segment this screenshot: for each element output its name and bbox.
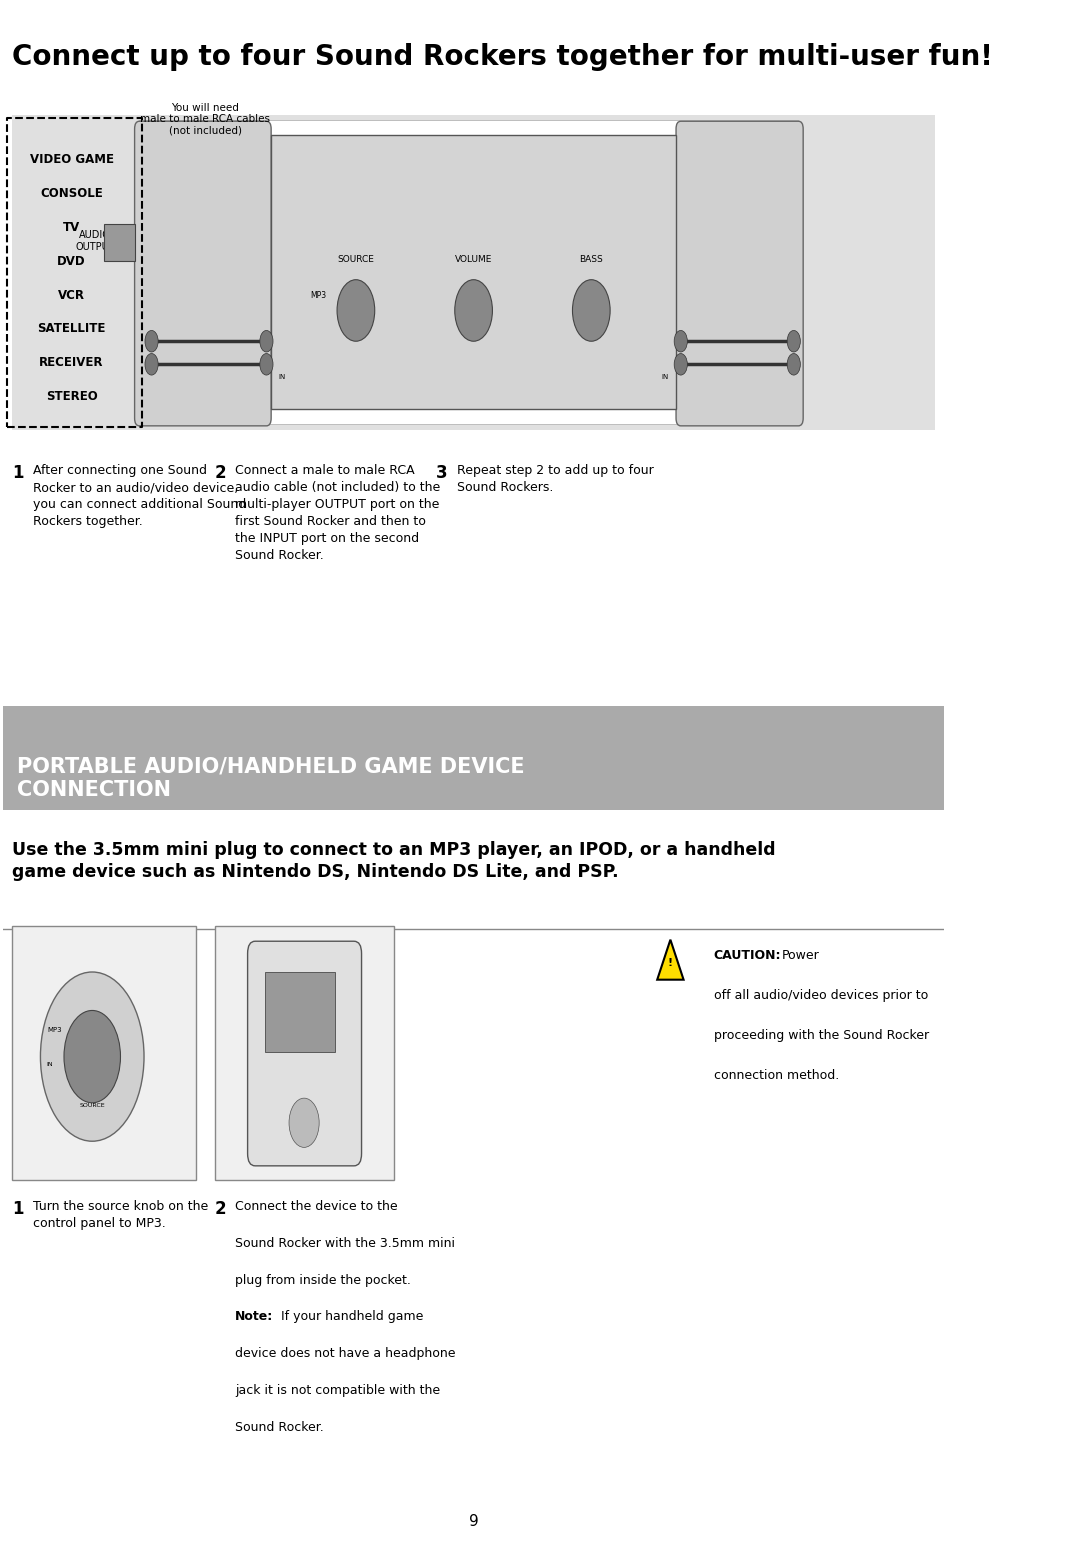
Text: IN: IN <box>47 1062 53 1067</box>
Text: 2: 2 <box>215 1200 226 1218</box>
Circle shape <box>788 330 801 352</box>
Circle shape <box>674 330 687 352</box>
Bar <box>272 134 676 409</box>
Circle shape <box>260 330 273 352</box>
Text: BASS: BASS <box>579 255 603 264</box>
Polygon shape <box>657 940 684 980</box>
Text: off all audio/video devices prior to: off all audio/video devices prior to <box>714 988 928 1002</box>
Text: Turn the source knob on the
control panel to MP3.: Turn the source knob on the control pane… <box>33 1200 208 1229</box>
Text: Repeat step 2 to add up to four
Sound Rockers.: Repeat step 2 to add up to four Sound Ro… <box>457 465 654 494</box>
Text: Use the 3.5mm mini plug to connect to an MP3 player, an IPOD, or a handheld
game: Use the 3.5mm mini plug to connect to an… <box>12 841 776 882</box>
Text: 1: 1 <box>12 465 24 482</box>
Text: Sound Rocker with the 3.5mm mini: Sound Rocker with the 3.5mm mini <box>236 1237 455 1249</box>
Circle shape <box>674 354 687 375</box>
Circle shape <box>145 354 158 375</box>
Text: CAUTION:: CAUTION: <box>714 950 781 962</box>
FancyBboxPatch shape <box>248 942 361 1166</box>
Text: Power: Power <box>781 950 819 962</box>
Text: proceeding with the Sound Rocker: proceeding with the Sound Rocker <box>714 1028 928 1042</box>
Text: 2: 2 <box>215 465 226 482</box>
Text: !: ! <box>668 957 673 968</box>
Text: Sound Rocker.: Sound Rocker. <box>236 1420 324 1434</box>
Text: IN: IN <box>661 374 669 380</box>
Bar <box>3 706 945 811</box>
Text: PORTABLE AUDIO/HANDHELD GAME DEVICE
CONNECTION: PORTABLE AUDIO/HANDHELD GAME DEVICE CONN… <box>16 757 525 800</box>
Text: jack it is not compatible with the: jack it is not compatible with the <box>236 1385 441 1397</box>
Bar <box>12 926 195 1180</box>
Bar <box>12 116 935 431</box>
Text: Note:: Note: <box>236 1311 274 1323</box>
Text: Connect the device to the: Connect the device to the <box>236 1200 398 1212</box>
Text: TV: TV <box>63 221 80 233</box>
Bar <box>215 926 394 1180</box>
Circle shape <box>337 279 374 341</box>
Text: connection method.: connection method. <box>714 1068 839 1082</box>
Bar <box>264 973 335 1051</box>
Text: RECEIVER: RECEIVER <box>39 357 104 369</box>
Circle shape <box>788 354 801 375</box>
Text: CONSOLE: CONSOLE <box>40 187 103 201</box>
Text: device does not have a headphone: device does not have a headphone <box>236 1348 456 1360</box>
Text: After connecting one Sound
Rocker to an audio/video device,
you can connect addi: After connecting one Sound Rocker to an … <box>33 465 247 528</box>
Text: 3: 3 <box>436 465 447 482</box>
Text: STEREO: STEREO <box>46 391 97 403</box>
Circle shape <box>40 973 144 1141</box>
Bar <box>105 224 134 261</box>
Circle shape <box>573 279 610 341</box>
Text: VIDEO GAME: VIDEO GAME <box>29 153 113 167</box>
Circle shape <box>64 1010 120 1102</box>
Text: Connect a male to male RCA
audio cable (not included) to the
multi-player OUTPUT: Connect a male to male RCA audio cable (… <box>236 465 441 562</box>
Bar <box>140 120 799 425</box>
Text: Connect up to four Sound Rockers together for multi-user fun!: Connect up to four Sound Rockers togethe… <box>12 43 993 71</box>
Text: MP3: MP3 <box>47 1027 62 1033</box>
Circle shape <box>145 330 158 352</box>
Text: MP3: MP3 <box>310 290 326 300</box>
Text: IN: IN <box>279 374 286 380</box>
Text: You will need
male to male RCA cables
(not included): You will need male to male RCA cables (n… <box>141 103 271 136</box>
Text: 1: 1 <box>12 1200 24 1218</box>
Text: plug from inside the pocket.: plug from inside the pocket. <box>236 1274 411 1286</box>
Circle shape <box>260 354 273 375</box>
Circle shape <box>455 279 492 341</box>
Text: SATELLITE: SATELLITE <box>37 323 106 335</box>
Text: SOURCE: SOURCE <box>337 255 374 264</box>
Text: 9: 9 <box>469 1515 479 1529</box>
Text: If your handheld game: If your handheld game <box>280 1311 423 1323</box>
Text: VOLUME: VOLUME <box>455 255 492 264</box>
Text: VCR: VCR <box>58 289 85 301</box>
FancyBboxPatch shape <box>676 122 803 426</box>
Text: AUDIO
OUTPUT: AUDIO OUTPUT <box>75 230 115 252</box>
Text: DVD: DVD <box>57 255 86 267</box>
Text: SOURCE: SOURCE <box>80 1104 105 1109</box>
Circle shape <box>289 1098 320 1147</box>
FancyBboxPatch shape <box>134 122 272 426</box>
